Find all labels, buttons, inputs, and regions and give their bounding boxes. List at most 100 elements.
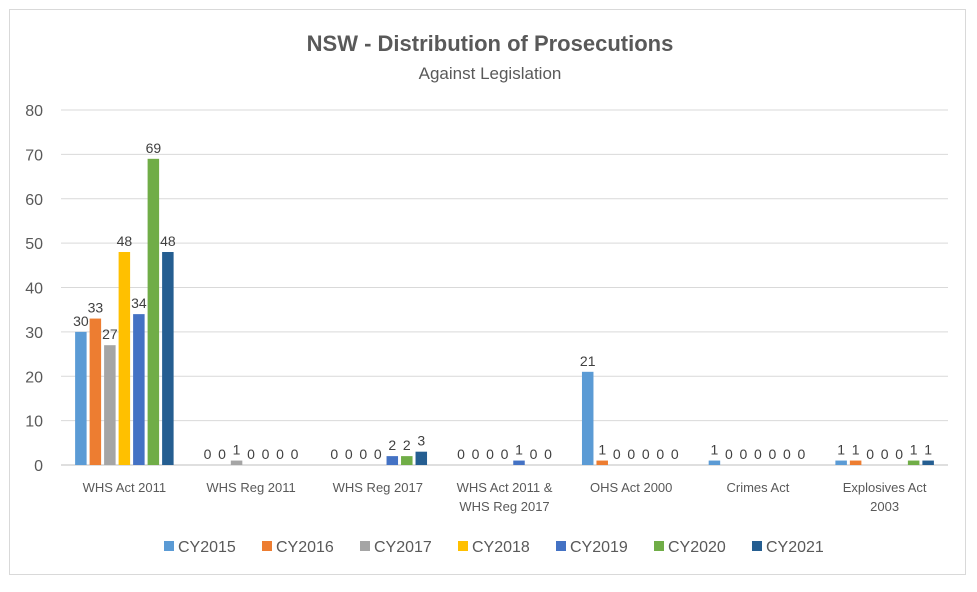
data-label: 0 [783, 446, 791, 462]
data-label: 30 [73, 313, 89, 329]
legend-swatch-cy2021 [752, 541, 762, 551]
data-label: 33 [88, 300, 104, 316]
gridlines [61, 109, 948, 466]
category-label: WHS Reg 2017 [333, 480, 423, 495]
y-tick-label: 10 [25, 414, 43, 431]
data-label: 0 [291, 446, 299, 462]
bar-cy2015-cat4 [581, 371, 594, 465]
bar-cy2018-cat0 [118, 252, 131, 465]
data-label: 0 [530, 446, 538, 462]
y-tick-label: 70 [25, 147, 43, 164]
bar-cy2015-cat5 [708, 460, 721, 465]
bar-cy2016-cat6 [849, 460, 862, 465]
y-tick-label: 40 [25, 281, 43, 298]
data-label: 0 [740, 446, 748, 462]
data-label: 0 [866, 446, 874, 462]
bar-cy2015-cat0 [75, 331, 87, 465]
bar-cy2019-cat0 [133, 314, 145, 465]
legend-swatch-cy2020 [654, 541, 664, 551]
legend-label-cy2021: CY2021 [766, 539, 824, 556]
legend-label-cy2018: CY2018 [472, 539, 530, 556]
legend-swatch-cy2016 [262, 541, 272, 551]
category-label: WHS Act 2011 [83, 480, 167, 495]
y-axis-ticks: 0 10 20 30 40 50 60 70 80 [25, 103, 43, 475]
category-label: 2003 [870, 499, 899, 514]
data-label: 0 [895, 446, 903, 462]
legend-label-cy2016: CY2016 [276, 539, 334, 556]
x-axis-categories: WHS Act 2011 WHS Reg 2011 WHS Reg 2017 WHS … [83, 480, 927, 514]
bar-cy2021-cat0 [162, 252, 174, 465]
data-label: 1 [515, 442, 523, 458]
category-label: WHS Act 2011 & [457, 480, 553, 495]
y-tick-label: 80 [25, 103, 43, 120]
bar-cy2015-cat6 [835, 460, 847, 465]
data-label: 69 [146, 140, 162, 156]
bar-cy2021-cat2 [415, 451, 428, 465]
data-label: 0 [330, 446, 338, 462]
data-label: 0 [769, 446, 777, 462]
category-label: WHS Reg 2017 [459, 499, 549, 514]
data-label: 27 [102, 326, 118, 342]
data-label: 0 [671, 446, 679, 462]
chart-title: NSW - Distribution of Prosecutions [307, 31, 674, 56]
bar-cy2020-cat6 [907, 460, 920, 465]
data-label: 0 [656, 446, 664, 462]
data-label: 0 [457, 446, 465, 462]
data-label: 0 [345, 446, 353, 462]
y-tick-label: 50 [25, 236, 43, 253]
bar-cy2017-cat1 [230, 460, 243, 465]
bar-cy2019-cat3 [513, 460, 525, 465]
data-label: 0 [486, 446, 494, 462]
legend-swatch-cy2019 [556, 541, 566, 551]
data-label: 0 [613, 446, 621, 462]
bar-cy2019-cat2 [386, 456, 399, 465]
category-label: WHS Reg 2011 [206, 480, 295, 495]
y-tick-label: 60 [25, 192, 43, 209]
data-label: 1 [837, 442, 845, 458]
data-label: 1 [852, 442, 860, 458]
data-label: 48 [160, 233, 176, 249]
data-label: 1 [924, 442, 932, 458]
data-label: 1 [598, 442, 606, 458]
bars [75, 158, 934, 465]
y-tick-label: 0 [34, 458, 43, 475]
legend-swatch-cy2018 [458, 541, 468, 551]
data-label: 0 [725, 446, 733, 462]
data-label: 1 [233, 442, 241, 458]
bar-cy2020-cat2 [401, 456, 413, 465]
legend-label-cy2017: CY2017 [374, 539, 432, 556]
data-label: 0 [754, 446, 762, 462]
bar-cy2016-cat4 [596, 460, 608, 465]
legend: CY2015 CY2016 CY2017 CY2018 CY2019 CY2020 CY20… [164, 539, 824, 556]
data-label: 0 [881, 446, 889, 462]
data-label: 1 [910, 442, 918, 458]
data-label: 0 [627, 446, 635, 462]
bar-cy2016-cat0 [89, 318, 102, 465]
data-label: 1 [711, 442, 719, 458]
y-tick-label: 30 [25, 325, 43, 342]
data-label: 0 [359, 446, 367, 462]
category-label: OHS Act 2000 [590, 480, 672, 495]
category-label: Explosives Act [843, 480, 927, 495]
legend-label-cy2015: CY2015 [178, 539, 236, 556]
legend-label-cy2020: CY2020 [668, 539, 726, 556]
data-label: 0 [501, 446, 509, 462]
y-tick-label: 20 [25, 369, 43, 386]
bar-cy2020-cat0 [147, 158, 160, 465]
data-label: 0 [276, 446, 284, 462]
data-label: 2 [403, 437, 411, 453]
data-label: 0 [218, 446, 226, 462]
data-label: 3 [417, 433, 425, 449]
chart-subtitle: Against Legislation [419, 64, 562, 83]
bar-cy2021-cat6 [922, 460, 934, 465]
legend-swatch-cy2017 [360, 541, 370, 551]
data-label: 0 [642, 446, 650, 462]
data-label: 0 [204, 446, 212, 462]
legend-swatch-cy2015 [164, 541, 174, 551]
data-label: 0 [798, 446, 806, 462]
data-label: 0 [472, 446, 480, 462]
data-label: 21 [580, 353, 596, 369]
data-label: 34 [131, 295, 147, 311]
